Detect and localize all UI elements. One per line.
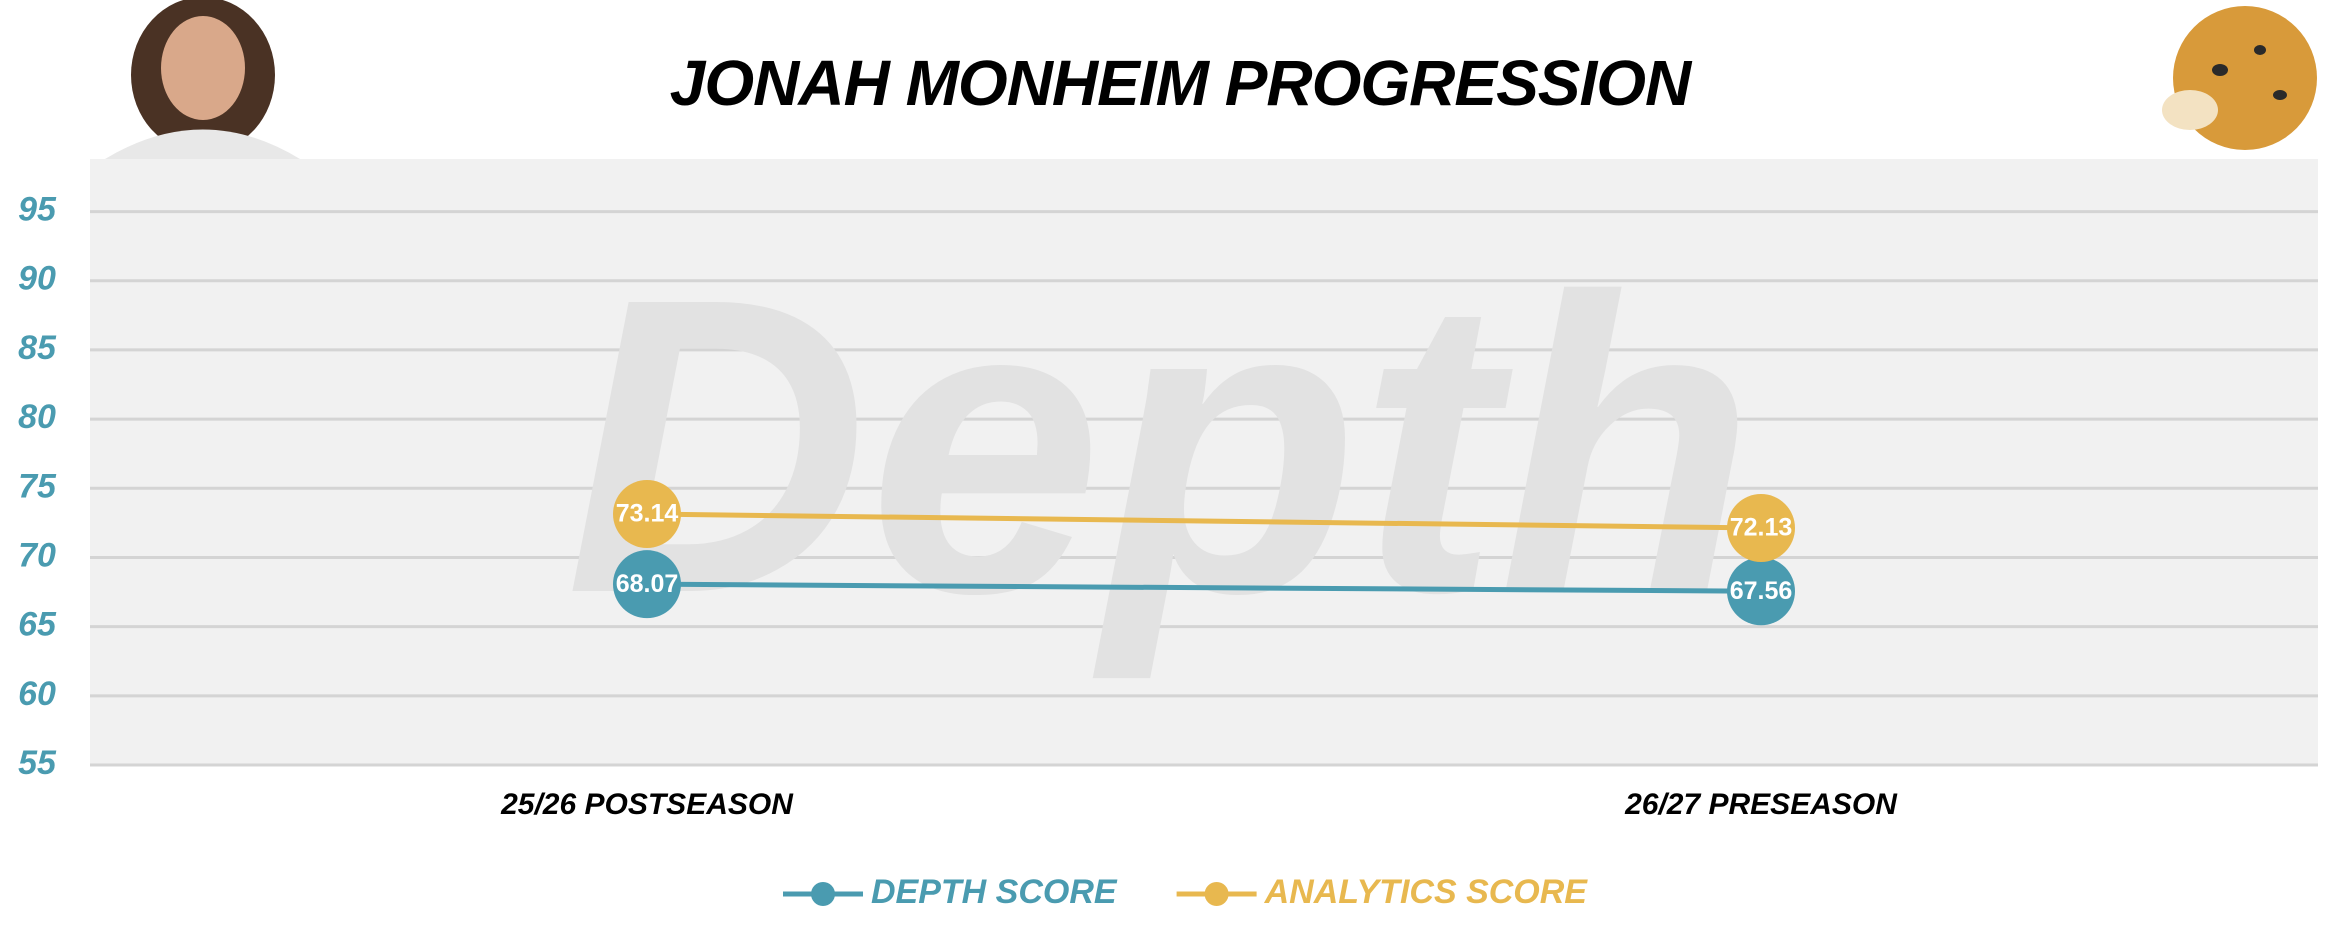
y-tick-label: 70 <box>18 536 56 574</box>
data-label: 72.13 <box>1730 514 1793 542</box>
data-label: 67.56 <box>1730 577 1793 605</box>
y-tick-label: 80 <box>18 398 56 436</box>
legend: DEPTH SCORE ANALYTICS SCORE <box>783 873 1588 911</box>
data-label: 68.07 <box>616 570 679 598</box>
point-marker <box>1727 557 1795 626</box>
x-tick-label: 26/27 PRESEASON <box>1624 788 1898 821</box>
y-tick-label: 55 <box>18 744 57 782</box>
team-logo <box>2162 6 2317 150</box>
point-marker <box>1727 493 1795 562</box>
y-tick-label: 85 <box>18 329 57 367</box>
chart-title: JONAH MONHEIM PROGRESSION <box>670 47 1693 119</box>
y-tick-label: 95 <box>18 191 57 229</box>
series-line <box>646 581 1762 594</box>
player-photo <box>105 0 300 159</box>
plot-area <box>90 159 2318 765</box>
x-tick-label: 25/26 POSTSEASON <box>500 788 794 821</box>
y-tick-label: 90 <box>18 260 56 298</box>
legend-swatch-dot <box>1204 882 1229 906</box>
series-line <box>646 511 1762 531</box>
y-tick-label: 75 <box>18 467 57 505</box>
legend-label: ANALYTICS SCORE <box>1264 873 1589 911</box>
point-marker <box>613 550 681 619</box>
data-label: 73.14 <box>616 500 679 528</box>
watermark: Depth <box>565 212 1755 683</box>
point-marker <box>613 480 681 549</box>
y-tick-label: 65 <box>18 606 57 644</box>
legend-swatch-dot <box>811 882 836 906</box>
y-tick-label: 60 <box>18 675 56 713</box>
legend-label: DEPTH SCORE <box>871 873 1118 911</box>
